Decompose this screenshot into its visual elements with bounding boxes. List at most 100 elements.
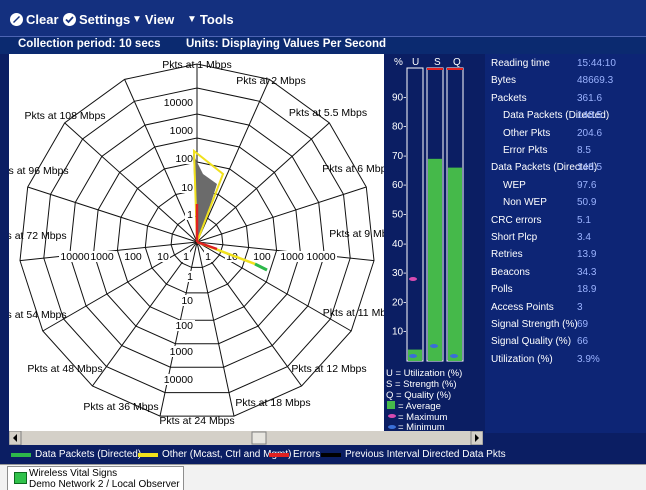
view-menu[interactable]: ▼ View — [132, 11, 175, 27]
settings-button[interactable]: Settings — [63, 9, 130, 29]
bars-scale-label: 90- — [392, 92, 406, 103]
stat-value: 148.5 — [577, 162, 603, 174]
quality-max-marker — [447, 68, 463, 70]
key-minimum: = Minimum — [398, 422, 445, 431]
horizontal-tick-bg — [252, 251, 272, 262]
bars-scale-label: 70- — [392, 151, 406, 162]
key-utilization: U = Utilization (%) — [386, 368, 462, 379]
ring-label-bg — [167, 125, 195, 136]
radar-chart-panel: 1 1 10 10 100 100 1000 1000 10000 10000 10000 1000 1… — [9, 54, 384, 431]
radar-ring-label: 10 — [181, 182, 193, 194]
stat-label: Access Points — [491, 301, 554, 313]
radar-spoke — [91, 241, 198, 387]
radar-ring-label: 10000 — [164, 97, 193, 109]
key-quality: Q = Quality (%) — [386, 390, 451, 401]
stat-value: 66 — [577, 336, 589, 348]
radar-axis-labels: Pkts at 1 Mbps Pkts at 2 Mbps Pkts at 5.5 … — [9, 59, 384, 427]
radar-spokes — [19, 64, 375, 417]
stat-value: 3 — [577, 301, 583, 313]
horizontal-tick-label: 1000 — [90, 251, 114, 263]
strength-max-marker — [427, 68, 443, 70]
radar-ring — [144, 189, 250, 294]
horizontal-scrollbar[interactable] — [8, 430, 484, 446]
errors-ray-right — [196, 240, 218, 251]
radar-ring-label: 1000 — [170, 346, 194, 358]
clear-button[interactable]: Clear — [10, 9, 59, 29]
stat-value: 3.9% — [577, 353, 600, 365]
stat-value: 18.9 — [577, 284, 597, 296]
stat-label: Short Plcp — [491, 232, 538, 243]
horizontal-tick-label: 10000 — [306, 251, 335, 263]
key-maximum: = Maximum — [398, 412, 447, 423]
toolbar: Clear Settings ▼ View ▼ Tools — [0, 0, 646, 36]
bars-scale-label: 50- — [392, 210, 406, 221]
stat-label: Signal Strength (%) — [491, 319, 578, 330]
units-label: Units: Displaying Values Per Second — [186, 38, 387, 50]
radar-axis-label: Pkts at 11 Mbps — [323, 307, 384, 319]
stat-value: 5.1 — [577, 214, 591, 226]
key-average: = Average — [398, 401, 441, 412]
bars-scale-label: 60- — [392, 180, 406, 191]
radar-ring-label: 1000 — [170, 125, 194, 137]
radar-axis-label: Pkts at 54 Mbps — [9, 309, 67, 321]
ring-label-bg — [161, 374, 195, 385]
radar-ring-label: 10 — [181, 295, 193, 307]
stat-value: 361.6 — [577, 92, 603, 104]
strength-min-marker — [430, 344, 438, 348]
status-tab[interactable]: Wireless Vital Signs Demo Network 2 / Lo… — [7, 466, 184, 490]
arrow-left-icon — [13, 434, 17, 442]
ring-label-bg — [185, 271, 195, 282]
stat-label: Data Packets (Directed) — [491, 162, 598, 174]
key-strength: S = Strength (%) — [386, 379, 457, 390]
quality-bar — [448, 167, 462, 361]
radar-spoke — [196, 122, 330, 243]
bars-scale-label: 30- — [392, 268, 406, 279]
bars-header-u: U — [412, 57, 419, 68]
radar-spoke — [124, 79, 198, 243]
arrow-right-icon — [475, 434, 479, 442]
horizontal-tick-bg — [182, 251, 190, 262]
radar-ring-label: 100 — [175, 153, 193, 165]
radar-ring-label: 10000 — [164, 374, 193, 386]
ring-label-bg — [161, 97, 195, 108]
ring-label-bg — [167, 346, 195, 357]
radar-ring — [93, 137, 301, 345]
stat-label: CRC errors — [491, 214, 542, 226]
stat-value: 48669.3 — [577, 75, 614, 87]
key-minimum-swatch — [388, 425, 396, 429]
stat-label: Packets — [491, 92, 527, 104]
horizontal-tick-bg — [305, 251, 337, 262]
bars-scale: 90- 80- 70- 60- 50- 40- 30- 20- 10- — [392, 92, 406, 337]
menu-caret-icon: ▼ — [132, 13, 142, 25]
bars-scale-label: 80- — [392, 122, 406, 133]
radar-ring — [170, 215, 224, 268]
radar-axis-label: Pkts at 96 Mbps — [9, 165, 69, 177]
horizontal-tick-label: 1 — [205, 251, 211, 263]
stats-panel: Reading time 15:44:10 Bytes 48669.3 Packets 3… — [485, 54, 646, 433]
stat-label: Signal Quality (%) — [491, 336, 572, 348]
tools-menu[interactable]: ▼ Tools — [187, 11, 234, 27]
status-subtitle: Demo Network 2 / Local Observer — [29, 479, 180, 490]
bars-scale-label: 10- — [392, 327, 406, 338]
legend-errors: Errors — [269, 449, 320, 460]
legend-swatch-previous — [321, 452, 341, 457]
stat-label: Retries — [491, 249, 523, 261]
radar-axis-label: Pkts at 2 Mbps — [236, 75, 305, 87]
radar-series — [192, 148, 268, 272]
radar-axis-label: Pkts at 108 Mbps — [24, 110, 105, 122]
key-average-swatch — [387, 401, 395, 409]
utilization-max-marker — [409, 277, 417, 281]
radar-axis-label: Pkts at 36 Mbps — [83, 401, 158, 413]
legend-swatch-other — [138, 452, 158, 457]
horizontal-tick-bg — [279, 251, 305, 262]
horizontal-tick-label: 100 — [253, 251, 271, 263]
radar-spoke — [196, 79, 270, 243]
status-title: Wireless Vital Signs — [29, 468, 118, 479]
stat-label: Beacons — [491, 266, 530, 278]
strength-bar — [428, 158, 442, 361]
signal-bars-panel: % U S Q 90- 80- 70- 60- 50- 40- 30- 20- 10- U = … — [384, 54, 485, 433]
bars-scale-label: 40- — [392, 239, 406, 250]
bars-scale-label: 20- — [392, 297, 406, 308]
horizontal-tick-bg — [204, 251, 212, 262]
